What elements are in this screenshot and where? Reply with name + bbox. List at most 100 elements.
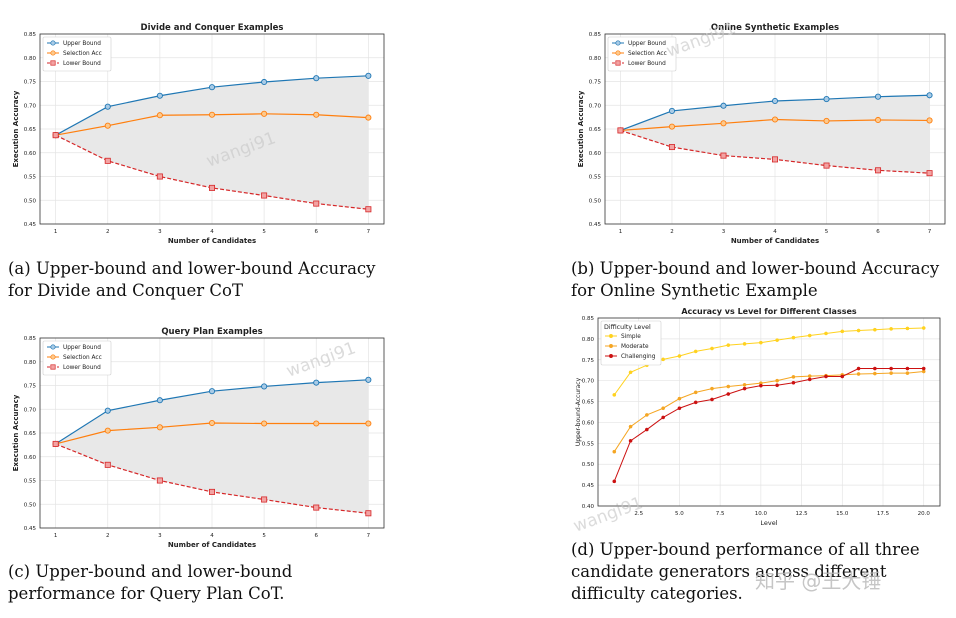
y-tick-label: 0.50 — [582, 462, 595, 468]
chart-panel-a: Divide and Conquer Examples 0.45 0.50 0.55 0… — [0, 18, 392, 252]
shaded-bound-region — [55, 379, 369, 514]
y-tick-label: 0.85 — [24, 336, 37, 342]
series-challenging-point — [693, 400, 698, 405]
series-simple-point — [807, 333, 812, 338]
series-challenging-point — [612, 479, 617, 484]
caption-a: (a) Upper-bound and lower-bound Accuracy… — [8, 259, 376, 300]
chart-accuracy-vs-level: Accuracy vs Level for Different Classes 0… — [575, 307, 941, 527]
x-axis-label: Level — [760, 519, 777, 527]
y-tick-label: 0.65 — [24, 127, 37, 133]
series-challenging-point — [824, 374, 828, 379]
series-upper-bound-point — [261, 78, 268, 86]
y-tick-label: 0.45 — [24, 526, 37, 532]
series-lower-bound-point — [771, 156, 778, 163]
series-challenging-point — [759, 383, 763, 388]
series-challenging-point — [775, 383, 779, 388]
series-challenging-point — [807, 377, 812, 382]
legend-selection-acc-marker — [50, 50, 56, 56]
x-tick-label: 6 — [314, 229, 318, 235]
series-simple-point — [840, 329, 845, 334]
series-challenging-point — [661, 415, 665, 420]
series-selection-acc-point — [261, 110, 268, 117]
x-tick-label: 4 — [773, 229, 777, 235]
legend-moderate-label: Moderate — [621, 344, 649, 350]
y-tick-label: 0.60 — [24, 455, 37, 461]
series-simple-point — [856, 328, 861, 333]
legend-lower-bound-label: Lower Bound — [63, 61, 101, 67]
series-upper-bound-point — [313, 379, 320, 386]
y-axis-label: Upper-bound-Accuracy — [575, 377, 582, 446]
y-tick-label: 0.60 — [582, 420, 595, 426]
shaded-bound-region — [55, 75, 369, 210]
series-moderate-line — [613, 370, 924, 452]
series-lower-bound-point — [875, 167, 882, 174]
series-moderate-point — [726, 384, 731, 389]
x-tick-label: 4 — [210, 533, 214, 539]
chart-divide-and-conquer: Divide and Conquer Examples 0.45 0.50 0.55 0… — [12, 23, 385, 245]
x-tick-label: 7 — [928, 229, 932, 235]
series-upper-bound-point — [365, 376, 372, 383]
series-upper-bound-point — [261, 383, 268, 390]
caption-c: (c) Upper-bound and lower-bound performa… — [8, 562, 293, 603]
x-tick-label: 10.0 — [755, 511, 768, 517]
series-lower-bound-point — [617, 127, 624, 134]
series-simple-point — [677, 354, 682, 358]
legend-challenging-label: Challenging — [621, 354, 656, 360]
legend-lower-bound-marker — [50, 60, 56, 66]
legend-upper-bound-label: Upper Bound — [63, 345, 101, 351]
legend-selection-acc-label: Selection Acc — [63, 355, 102, 361]
y-tick-label: 0.55 — [589, 175, 602, 181]
legend-box — [42, 36, 112, 72]
series-selection-acc-point — [313, 420, 320, 427]
x-tick-label: 20.0 — [918, 511, 931, 517]
series-challenging-point — [710, 397, 714, 402]
y-tick-label: 0.60 — [589, 151, 602, 157]
legend-box — [42, 340, 112, 376]
legend-upper-bound-label: Upper Bound — [63, 41, 101, 47]
series-lower-bound-point — [365, 206, 372, 213]
series-lower-bound-point — [365, 510, 372, 517]
series-selection-acc-point — [926, 117, 933, 124]
series-challenging-point — [873, 366, 877, 371]
shaded-bound-region — [620, 95, 930, 174]
chart-online-synthetic: Online Synthetic Examples 0.45 0.50 0.55 0.6… — [577, 23, 946, 245]
series-moderate-point — [742, 382, 747, 387]
y-tick-label: 0.85 — [24, 32, 37, 38]
series-challenging-point — [628, 438, 633, 443]
y-tick-label: 0.55 — [582, 441, 595, 447]
y-tick-label: 0.80 — [24, 360, 37, 366]
x-tick-label: 17.5 — [877, 511, 890, 517]
y-tick-label: 0.85 — [582, 316, 595, 322]
chart-title: Query Plan Examples — [161, 327, 262, 337]
y-tick-label: 0.80 — [24, 56, 37, 62]
x-axis-label: Number of Candidates — [731, 237, 819, 245]
legend-title: Difficulty Level — [604, 324, 651, 331]
y-tick-label: 0.55 — [24, 479, 37, 485]
series-upper-bound-point — [926, 92, 933, 99]
legend-selection-acc-marker — [615, 50, 621, 56]
x-tick-label: 7.5 — [716, 511, 725, 517]
x-tick-label: 1 — [54, 229, 58, 235]
series-challenging-point — [791, 380, 796, 385]
series-moderate-point — [628, 424, 633, 429]
series-selection-acc-point — [874, 116, 882, 124]
legend-selection-acc-label: Selection Acc — [63, 51, 102, 57]
legend-upper-bound-marker — [615, 40, 621, 46]
y-tick-label: 0.50 — [24, 502, 37, 508]
series-lower-bound-point — [104, 461, 111, 468]
y-tick-label: 0.70 — [582, 379, 595, 385]
series-selection-acc-point — [156, 424, 163, 431]
y-tick-label: 0.65 — [589, 127, 602, 133]
x-tick-label: 2.5 — [634, 511, 643, 517]
caption-d: (d) Upper-bound performance of all three… — [571, 540, 920, 603]
series-challenging-point — [742, 386, 747, 391]
plot-frame — [604, 33, 946, 225]
series-moderate-point — [661, 406, 665, 411]
series-selection-acc-point — [156, 112, 163, 119]
y-axis-label: Execution Accuracy — [12, 90, 20, 167]
series-simple-point — [889, 327, 893, 331]
legend-lower-bound-marker — [50, 364, 56, 370]
series-moderate-point — [677, 396, 682, 401]
series-upper-bound-point — [668, 107, 676, 114]
series-moderate-point — [775, 378, 779, 383]
